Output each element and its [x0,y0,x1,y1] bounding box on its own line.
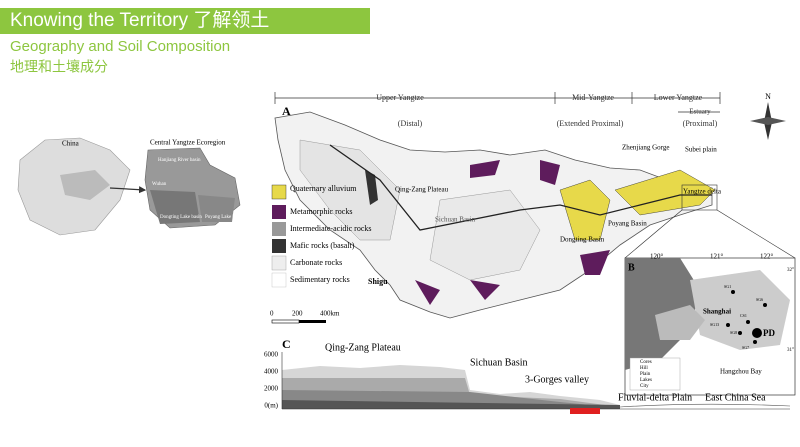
inset-lon: 120° [650,253,664,261]
profile [281,352,791,414]
scale-label: 200 [292,310,303,318]
inset-place: PD [763,328,775,338]
section-name: Lower Yangtze [654,93,703,102]
profile-label: Qing-Zang Plateau [325,342,401,353]
profile-label: East China Sea [705,392,766,403]
section-role: (Extended Proximal) [557,119,624,128]
inset-legend: Lakes [640,378,652,383]
inset-core: SG7 [742,345,749,350]
title: Knowing the Territory 了解领土 [10,9,269,31]
inset-lat: 31° [787,348,794,353]
inset-legend: Cores [640,360,652,365]
profile-label: Fluvial-delta Plain [618,392,692,403]
inset-place: Shanghai [703,308,731,316]
overview-label: China [62,140,80,148]
section-role: (Proximal) [683,119,718,128]
legend-label: Mafic rocks (basalt) [290,241,355,250]
inset-legend: Hill [640,366,648,371]
place-label: Poyang Basin [608,220,647,228]
place-label: Zhenjiang Gorge [622,144,670,152]
legend-label: Carbonate rocks [290,258,342,267]
inset-legend: Plain [640,372,651,377]
section-name: Upper Yangtze [376,93,424,102]
scale-label: 400km [320,310,340,318]
overview-label: Hanjiang River basin [158,158,201,163]
legend [271,184,287,288]
place-label: Shigu [368,277,388,286]
legend-label: Intermediate-acidic rocks [290,224,372,233]
section-name: Mid-Yangtze [572,93,614,102]
scale-label: 0 [270,310,274,318]
basin-map [274,111,796,319]
profile-y-label: 6000 [264,351,279,359]
legend-label: Metamorphic rocks [290,207,352,216]
profile-label: Sichuan Basin [470,357,528,368]
inset-core: CS1 [740,313,747,318]
inset-lon: 122° [760,253,774,261]
place-label: Subei plain [685,146,717,154]
place-label: Qing-Zang Plateau [395,186,449,194]
inset-lat: 32° [787,268,794,273]
place-label: Yangtze delta [683,188,722,196]
profile-y-label: 4000 [264,368,279,376]
section-brackets [274,92,721,113]
title-bar [0,8,370,34]
overview-label: Dongting Lake basin [160,215,202,220]
panel-label: B [628,262,635,273]
legend-label: Quaternary alluvium [290,184,357,193]
inset-legend: City [640,384,649,389]
scale-bar [271,319,326,324]
section-role: (Distal) [398,119,423,128]
profile-label: 3-Gorges valley [525,374,589,385]
inset-lon: 121° [710,253,724,261]
place-label: Dongting Basin [560,236,605,244]
inset-core: SG13 [710,322,719,327]
north-label: N [765,92,771,101]
inset-place: Hangzhou Bay [720,368,762,376]
inset-core: SG1 [724,284,731,289]
panel-label: A [282,104,291,118]
estuary: Estuary [689,108,711,116]
profile-y-label: 2000 [264,385,279,393]
overview-label: Poyang Lake basin [205,215,244,220]
profile-y-label: 0(m) [264,402,278,410]
inset-map [624,257,796,396]
overview-label: Central Yangtze Ecoregion [150,139,226,147]
north-arrow: N [750,92,786,140]
inset-core: SG8 [730,330,737,335]
subtitle-cn: 地理和土壤成分 [10,59,108,75]
overview-map: China Central Yangtze Ecoregion Hanjiang… [17,137,244,236]
inset-core: SG6 [756,297,763,302]
subtitle: Geography and Soil Composition [10,38,230,55]
overview-label: Wuhan [152,182,167,187]
panel-label: C [282,337,291,351]
legend-label: Sedimentary rocks [290,275,350,284]
place-label: Sichuan Basin [435,216,476,224]
